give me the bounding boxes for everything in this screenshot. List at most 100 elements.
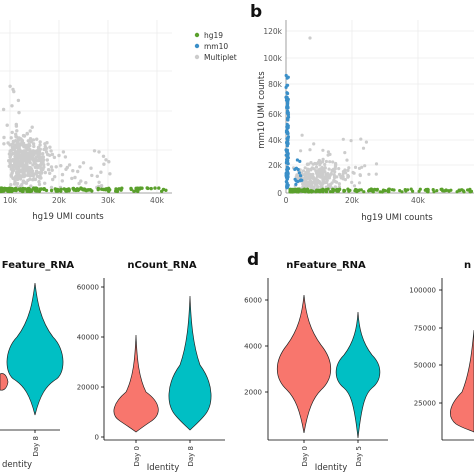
multiplet-point	[16, 153, 21, 157]
multiplet-point	[332, 179, 336, 183]
multiplet-point	[15, 129, 19, 133]
multiplet-point	[40, 155, 44, 159]
multiplet-point	[330, 181, 334, 185]
multiplet-point	[31, 158, 35, 162]
multiplet-point	[301, 169, 306, 173]
legend-hg19-label: hg19	[204, 31, 223, 40]
violin-d-ncount: 25000 50000 75000 100000	[409, 278, 474, 441]
multiplet-point	[26, 139, 30, 143]
multiplet-point	[20, 170, 24, 174]
multiplet-point	[1, 107, 6, 112]
multiplet-point	[323, 166, 327, 170]
scatter-a-points	[0, 84, 168, 194]
multiplet-point	[11, 169, 15, 174]
scatter-b-y-tick: 120k	[263, 27, 282, 36]
violin-c-ncount-x-label: Identity	[147, 463, 180, 473]
multiplet-point	[18, 160, 22, 164]
hg19-point	[53, 187, 57, 191]
multiplet-point	[14, 165, 19, 169]
multiplet-point	[302, 181, 306, 185]
violin-c-ncount-y-tick: 40000	[77, 334, 99, 342]
hg19-point	[426, 188, 430, 192]
multiplet-point	[46, 168, 51, 172]
hg19-point	[362, 190, 366, 194]
multiplet-point	[33, 151, 37, 155]
scatter-b-x-ticks: 0 20k 40k	[284, 196, 426, 205]
hg19-point	[21, 186, 25, 191]
hg19-point	[288, 190, 292, 194]
multiplet-point	[13, 150, 17, 154]
scatter-b-y-tick: 40k	[268, 136, 283, 145]
multiplet-point	[26, 178, 30, 183]
hg19-point	[292, 190, 296, 194]
scatter-b-points	[284, 36, 474, 194]
violin-day0-partial	[449, 329, 474, 433]
multiplet-point	[29, 140, 33, 144]
multiplet-point	[34, 172, 38, 176]
mm10-point	[286, 132, 290, 136]
multiplet-point	[13, 154, 17, 159]
multiplet-point	[16, 98, 21, 103]
hg19-point	[324, 190, 329, 194]
multiplet-point	[345, 158, 349, 162]
hg19-point	[42, 187, 46, 191]
multiplet-point	[323, 162, 327, 167]
multiplet-point	[327, 183, 331, 187]
multiplet-point	[49, 165, 54, 169]
multiplet-point	[307, 175, 311, 179]
multiplet-point	[97, 150, 101, 154]
scatter-a-x-tick: 30k	[101, 196, 116, 205]
violin-c-nfeature-x-label: dentity	[2, 460, 32, 470]
hg19-point	[383, 189, 387, 193]
hg19-point	[145, 186, 149, 190]
hg19-point	[10, 188, 14, 192]
multiplet-point	[30, 125, 34, 129]
multiplet-point	[20, 163, 24, 168]
multiplet-point	[38, 174, 42, 178]
multiplet-point	[18, 177, 23, 181]
multiplet-point	[33, 162, 38, 166]
multiplet-point	[311, 162, 315, 166]
mm10-point	[285, 158, 289, 162]
multiplet-point	[104, 158, 108, 162]
multiplet-point	[353, 165, 358, 169]
mm10-point	[284, 96, 289, 100]
mm10-point	[285, 168, 289, 172]
multiplet-point	[37, 152, 42, 156]
multiplet-point	[49, 149, 53, 153]
multiplet-point	[9, 136, 13, 140]
hg19-point	[96, 186, 101, 191]
multiplet-point	[51, 177, 55, 182]
multiplet-point	[27, 153, 31, 157]
multiplet-point	[319, 184, 323, 188]
multiplet-point	[307, 162, 311, 166]
multiplet-point	[300, 133, 304, 137]
multiplet-point	[12, 139, 16, 144]
multiplet-point	[31, 174, 35, 178]
multiplet-point	[48, 145, 52, 149]
multiplet-point	[25, 131, 29, 136]
mm10-point	[284, 180, 289, 184]
hg19-point	[135, 186, 139, 191]
violin-d-ncount-title: n	[464, 260, 471, 271]
mm10-point	[286, 152, 290, 156]
violin-d-nfeature-title: nFeature_RNA	[286, 260, 366, 271]
mm10-point	[286, 111, 290, 115]
hg19-point	[387, 187, 391, 191]
mm10-point	[285, 103, 290, 108]
scatter-b-y-tick: 100k	[263, 54, 282, 63]
multiplet-point	[334, 161, 338, 166]
multiplet-point	[12, 89, 16, 94]
hg19-point	[67, 187, 71, 191]
multiplet-point	[37, 180, 41, 184]
multiplet-point	[20, 153, 24, 158]
multiplet-point	[41, 167, 45, 172]
violin-c-nfeature: Day 8 dentity	[0, 282, 64, 470]
multiplet-point	[341, 137, 345, 141]
legend-multiplet-label: Multiplet	[204, 53, 237, 62]
mm10-point	[286, 155, 290, 159]
scatter-a-x-label: hg19 UMI counts	[32, 212, 104, 222]
multiplet-point	[102, 162, 106, 166]
multiplet-point	[341, 175, 345, 179]
